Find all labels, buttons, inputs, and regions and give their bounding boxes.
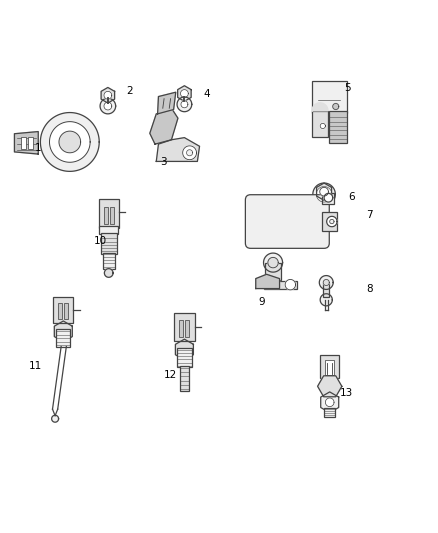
Polygon shape [325,398,334,407]
Bar [21,137,26,149]
Text: 10: 10 [94,236,107,246]
Polygon shape [285,279,296,290]
Bar [102,253,115,269]
Bar [265,263,281,280]
Polygon shape [320,188,328,196]
Bar [324,408,336,417]
Bar [265,281,297,288]
Text: 8: 8 [366,284,373,294]
Text: 1: 1 [35,143,42,152]
Bar [99,227,118,234]
Text: 6: 6 [349,192,355,203]
Bar [28,137,33,149]
Polygon shape [317,183,332,200]
Polygon shape [333,103,339,109]
Text: 5: 5 [344,83,351,93]
Polygon shape [330,220,334,224]
Polygon shape [320,294,332,306]
Bar [329,111,346,143]
Text: 3: 3 [161,157,167,167]
Polygon shape [312,103,328,111]
Bar [103,207,108,224]
Polygon shape [14,132,38,154]
Polygon shape [181,101,188,108]
Polygon shape [49,122,90,162]
Text: 2: 2 [126,86,133,96]
Text: 12: 12 [164,369,177,379]
FancyBboxPatch shape [245,195,329,248]
Bar [58,303,62,319]
Polygon shape [327,216,337,227]
Polygon shape [318,376,342,397]
Bar [179,320,183,337]
Polygon shape [52,415,59,422]
Polygon shape [268,257,278,268]
Bar [312,111,328,137]
Polygon shape [321,392,339,413]
Polygon shape [323,279,329,286]
Polygon shape [264,253,283,272]
Bar [323,282,329,297]
Polygon shape [101,87,115,103]
Text: 7: 7 [366,209,373,220]
Polygon shape [104,269,113,277]
Polygon shape [104,91,112,99]
Bar [322,212,337,231]
Bar [322,193,334,204]
Polygon shape [324,193,333,202]
Polygon shape [100,98,116,114]
Bar [57,329,70,346]
Polygon shape [40,112,99,172]
Bar [180,366,189,391]
Text: 13: 13 [340,388,353,398]
Polygon shape [175,339,194,360]
Bar [312,80,346,113]
Polygon shape [54,321,72,342]
Polygon shape [313,183,336,206]
Bar [185,320,189,337]
Polygon shape [59,131,81,153]
Polygon shape [187,150,193,156]
Polygon shape [156,138,200,161]
Polygon shape [158,92,176,114]
Polygon shape [316,187,332,202]
Polygon shape [256,274,279,288]
Bar [177,348,192,367]
Bar [174,313,195,341]
Polygon shape [177,97,192,112]
Bar [320,355,339,378]
Polygon shape [319,276,333,289]
Polygon shape [320,123,325,128]
Polygon shape [104,102,112,110]
Bar [101,233,117,254]
Polygon shape [178,86,191,101]
Bar [325,360,334,375]
Text: 9: 9 [258,297,265,307]
Text: 4: 4 [204,88,211,99]
Bar [53,297,73,322]
Bar [110,207,114,224]
Bar [99,199,119,228]
Polygon shape [180,90,188,98]
Polygon shape [150,109,178,144]
Text: 11: 11 [29,361,42,371]
Polygon shape [183,146,197,160]
Bar [64,303,68,319]
